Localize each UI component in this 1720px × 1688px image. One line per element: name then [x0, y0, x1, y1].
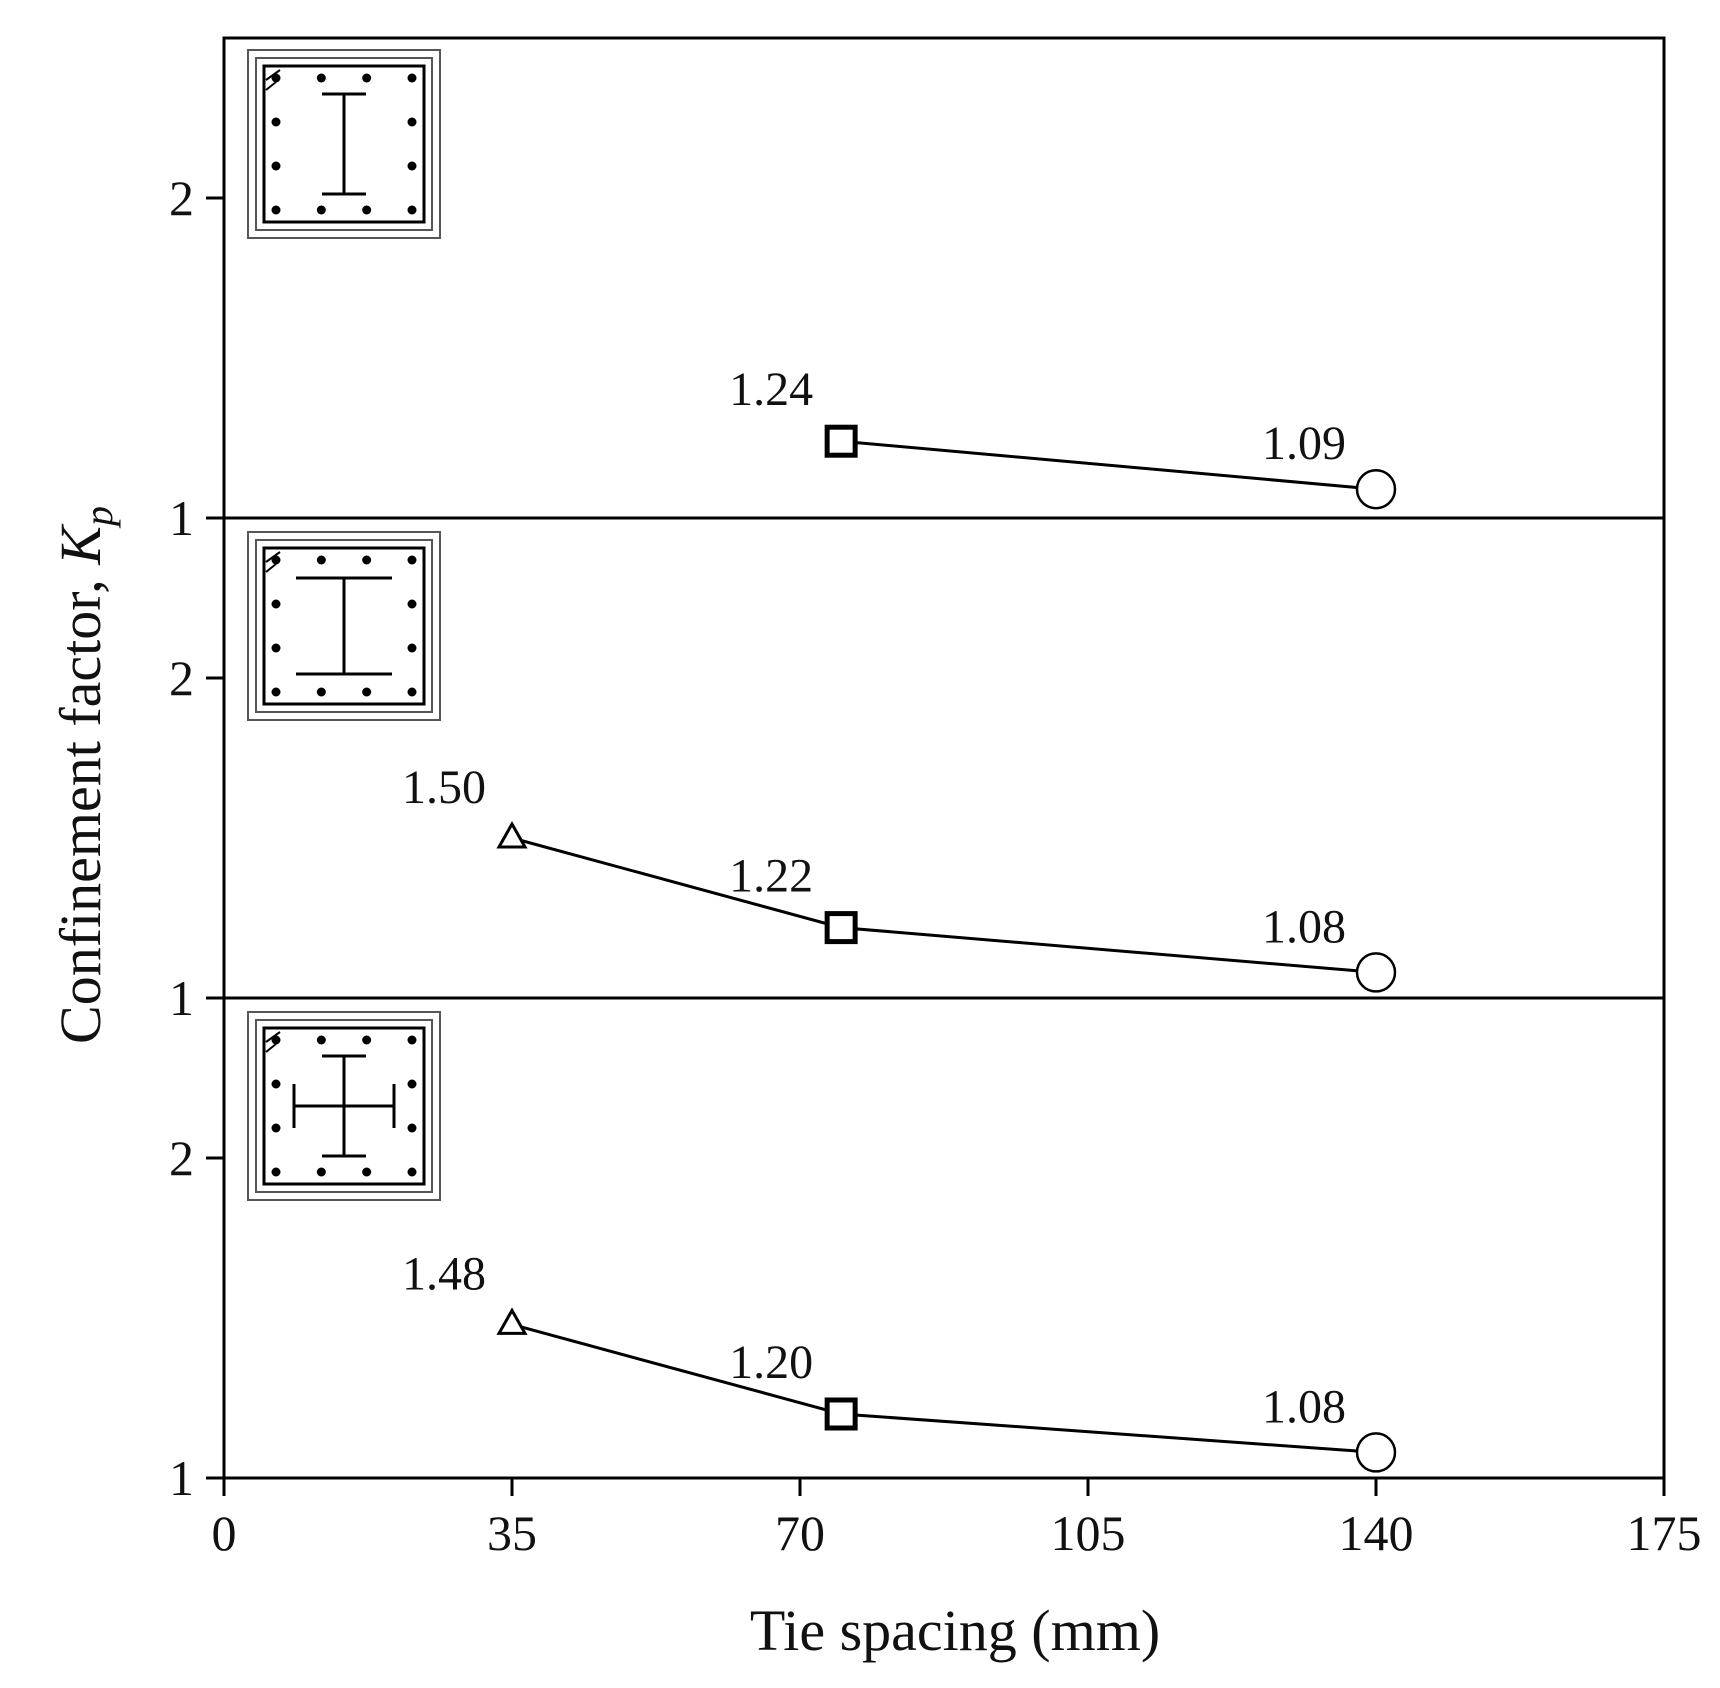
y-axis-title-symbol: K [48, 523, 113, 566]
i-section-wide-icon [247, 531, 441, 721]
y-tick-label: 2 [169, 1130, 194, 1186]
chart-panels: 1 2 1.24 1.09 1 2 1.50 1.22 1.08 1 2 1.48 1.20 1.08 [169, 36, 1666, 1506]
data-label: 1.48 [402, 1247, 486, 1300]
x-tick-label: 0 [212, 1505, 237, 1561]
marker-triangle [496, 1307, 528, 1335]
y-tick-label: 1 [169, 970, 194, 1026]
marker-square [824, 911, 858, 945]
panel-1: 1 2 1.24 1.09 [169, 49, 1664, 546]
series-line [841, 439, 1377, 491]
x-tick-label: 105 [1051, 1505, 1126, 1561]
marker-circle [1355, 468, 1397, 510]
data-label: 1.22 [729, 850, 813, 903]
marker-circle [1355, 1432, 1397, 1473]
y-axis-title-subscript: p [76, 506, 121, 529]
x-tick-label: 70 [775, 1505, 825, 1561]
x-tick-label: 35 [487, 1505, 537, 1561]
series-line [511, 836, 1377, 974]
panel-3: 1 2 1.48 1.20 1.08 [169, 1011, 1397, 1506]
i-section-narrow-icon [247, 49, 441, 239]
marker-circle [1355, 952, 1397, 993]
data-label: 1.50 [402, 761, 486, 814]
y-axis-title: Confinement factor, Kp [48, 506, 121, 1044]
data-label: 1.08 [1262, 1380, 1346, 1433]
x-tick-label: 175 [1627, 1505, 1702, 1561]
data-label: 1.20 [729, 1336, 813, 1389]
x-axis-title: Tie spacing (mm) [750, 1598, 1160, 1663]
series-line [511, 1322, 1377, 1454]
data-label: 1.09 [1262, 417, 1346, 470]
x-axis: 0 35 70 105 140 175 [212, 1478, 1702, 1561]
data-label: 1.24 [729, 363, 813, 416]
y-tick-label: 2 [169, 650, 194, 706]
y-axis-title-text: Confinement factor, [48, 565, 113, 1044]
marker-square [824, 1397, 858, 1431]
panel-2: 1 2 1.50 1.22 1.08 [169, 531, 1664, 1026]
y-tick-label: 1 [169, 490, 194, 546]
y-tick-label: 2 [169, 170, 194, 226]
marker-square [824, 424, 858, 458]
y-tick-label: 1 [169, 1450, 194, 1506]
data-label: 1.08 [1262, 900, 1346, 953]
marker-triangle [496, 820, 528, 849]
plot-frame [222, 36, 1666, 1480]
x-tick-label: 140 [1339, 1505, 1414, 1561]
cross-section-icon [247, 1011, 441, 1201]
